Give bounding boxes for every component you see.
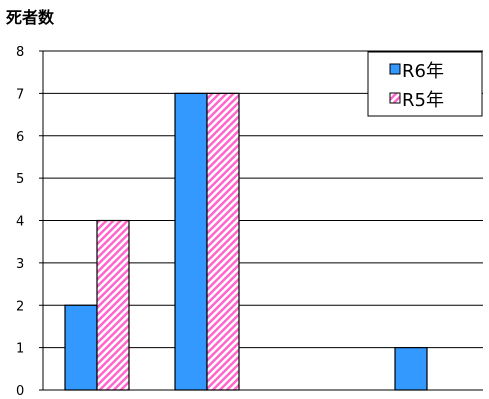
y-axis-ticks: 0 1 2 3 4 5 6 7 8 <box>16 45 43 399</box>
legend-box <box>367 51 483 117</box>
y-tick-label: 2 <box>16 299 24 314</box>
legend: R6年 R5年 <box>367 51 483 117</box>
y-axis-label: 死者数 <box>6 8 55 27</box>
legend-swatch-r5 <box>389 92 401 104</box>
bar-r6 <box>64 304 98 391</box>
bar-r5 <box>206 92 240 391</box>
y-tick-label: 4 <box>16 215 24 230</box>
legend-label-r5: R5年 <box>402 90 444 111</box>
y-tick-label: 0 <box>16 384 24 399</box>
bar-series <box>64 92 428 391</box>
legend-label-r6: R6年 <box>402 61 444 82</box>
bar-r6 <box>174 92 208 391</box>
y-tick-label: 5 <box>16 172 24 187</box>
y-tick-label: 6 <box>16 130 24 145</box>
y-tick-label: 7 <box>16 87 24 102</box>
y-tick-label: 8 <box>16 45 24 60</box>
y-tick-label: 1 <box>16 342 24 357</box>
y-tick-label: 3 <box>16 257 24 272</box>
bar-r5 <box>96 219 130 391</box>
legend-swatch-r6 <box>389 63 401 75</box>
bar-r6 <box>394 347 428 391</box>
